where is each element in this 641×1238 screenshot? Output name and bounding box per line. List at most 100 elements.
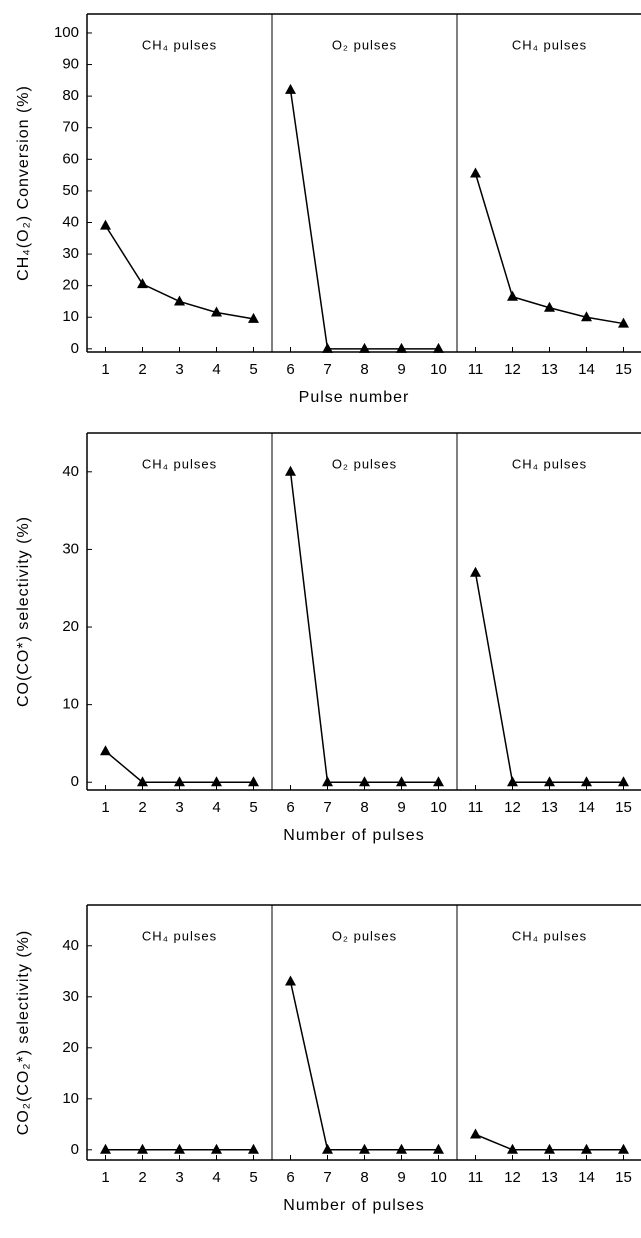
marker [248, 312, 259, 323]
x-tick-label: 4 [212, 799, 220, 816]
x-tick-label: 4 [212, 1169, 220, 1186]
line [474, 572, 624, 783]
marker [618, 317, 629, 328]
y-axis-title: CO₂(CO₂*) selectivity (%) [15, 930, 32, 1135]
x-tick-label: 11 [468, 799, 484, 816]
x-tick-label: 6 [286, 1169, 294, 1186]
line [289, 471, 439, 783]
x-tick-label: 4 [212, 361, 220, 378]
marker [285, 465, 296, 476]
marker [433, 1143, 444, 1154]
y-tick-label: 50 [62, 182, 79, 199]
region-label: O₂ pulses [332, 456, 397, 471]
marker [100, 219, 111, 230]
marker [211, 776, 222, 787]
x-tick-label: 3 [175, 799, 183, 816]
y-tick-label: 0 [71, 1141, 79, 1158]
marker [137, 1143, 148, 1154]
x-tick-label: 10 [430, 361, 447, 378]
marker [211, 306, 222, 317]
x-tick-label: 5 [249, 799, 257, 816]
marker [618, 776, 629, 787]
x-tick-label: 1 [101, 361, 109, 378]
y-tick-label: 40 [62, 213, 79, 230]
x-tick-label: 10 [430, 1169, 447, 1186]
y-tick-label: 20 [62, 618, 79, 635]
marker [507, 290, 518, 301]
marker [174, 295, 185, 306]
marker [581, 1143, 592, 1154]
marker [359, 1143, 370, 1154]
x-axis-title: Number of pulses [283, 827, 424, 844]
x-tick-label: 14 [578, 799, 595, 816]
x-tick-label: 7 [323, 1169, 331, 1186]
y-tick-label: 40 [62, 937, 79, 954]
y-tick-label: 30 [62, 988, 79, 1005]
x-tick-label: 11 [468, 1169, 484, 1186]
x-tick-label: 1 [101, 799, 109, 816]
y-tick-label: 80 [62, 87, 79, 104]
x-tick-label: 14 [578, 1169, 595, 1186]
y-tick-label: 100 [54, 24, 79, 41]
y-tick-label: 60 [62, 150, 79, 167]
marker [100, 745, 111, 756]
region-label: CH₄ pulses [142, 37, 217, 52]
x-tick-label: 11 [468, 361, 484, 378]
line [289, 89, 439, 350]
y-tick-label: 10 [62, 1090, 79, 1107]
marker [285, 975, 296, 986]
x-tick-label: 6 [286, 361, 294, 378]
line [474, 173, 624, 325]
marker [470, 167, 481, 178]
x-tick-label: 8 [360, 1169, 368, 1186]
y-axis-title: CO(CO*) selectivity (%) [15, 516, 32, 707]
x-tick-label: 6 [286, 799, 294, 816]
marker [433, 342, 444, 353]
marker [211, 1143, 222, 1154]
x-tick-label: 2 [138, 1169, 146, 1186]
x-tick-label: 9 [397, 1169, 405, 1186]
x-tick-label: 15 [615, 799, 632, 816]
y-tick-label: 10 [62, 696, 79, 713]
x-tick-label: 3 [175, 1169, 183, 1186]
marker [544, 776, 555, 787]
marker [396, 1143, 407, 1154]
marker [581, 311, 592, 322]
region-label: CH₄ pulses [142, 456, 217, 471]
marker [137, 278, 148, 289]
y-axis-title: CH₄(O₂) Conversion (%) [15, 85, 32, 281]
y-tick-label: 20 [62, 277, 79, 294]
marker [544, 1143, 555, 1154]
region-label: O₂ pulses [332, 928, 397, 943]
marker [396, 776, 407, 787]
region-label: CH₄ pulses [512, 37, 587, 52]
marker [285, 83, 296, 94]
marker [322, 776, 333, 787]
y-tick-label: 90 [62, 56, 79, 73]
marker [470, 1128, 481, 1139]
marker [433, 776, 444, 787]
marker [248, 776, 259, 787]
marker [507, 1143, 518, 1154]
x-tick-label: 8 [360, 361, 368, 378]
y-tick-label: 40 [62, 463, 79, 480]
region-label: CH₄ pulses [512, 928, 587, 943]
x-tick-label: 13 [541, 1169, 558, 1186]
marker [396, 342, 407, 353]
marker [100, 1143, 111, 1154]
x-tick-label: 12 [504, 1169, 521, 1186]
x-tick-label: 14 [578, 361, 595, 378]
marker [322, 342, 333, 353]
y-tick-label: 70 [62, 119, 79, 136]
marker [137, 776, 148, 787]
x-tick-label: 13 [541, 799, 558, 816]
x-tick-label: 9 [397, 799, 405, 816]
x-tick-label: 10 [430, 799, 447, 816]
marker [507, 776, 518, 787]
x-tick-label: 1 [101, 1169, 109, 1186]
x-tick-label: 9 [397, 361, 405, 378]
